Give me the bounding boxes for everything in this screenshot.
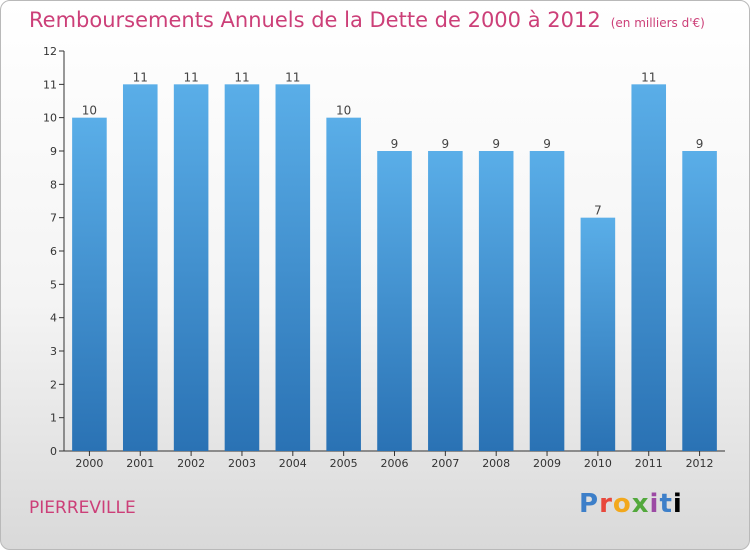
bar bbox=[326, 117, 361, 452]
x-tick-label: 2004 bbox=[279, 457, 307, 470]
commune-name: PIERREVILLE bbox=[29, 498, 136, 518]
bar bbox=[529, 151, 565, 451]
y-tick-label: 9 bbox=[50, 145, 57, 158]
bar bbox=[682, 151, 717, 451]
title-text: Remboursements Annuels de la Dette de 20… bbox=[29, 8, 601, 32]
logo-letter: P bbox=[579, 489, 600, 519]
y-tick-label: 12 bbox=[43, 45, 57, 58]
title-unit: (en milliers d'€) bbox=[610, 16, 705, 30]
x-tick-label: 2007 bbox=[431, 457, 459, 470]
bar bbox=[428, 151, 463, 451]
logo-letter: i bbox=[649, 489, 660, 519]
bar bbox=[377, 151, 412, 451]
y-tick-label: 0 bbox=[50, 445, 57, 458]
y-tick-label: 5 bbox=[50, 278, 57, 291]
x-tick-label: 2002 bbox=[177, 457, 205, 470]
bar-value-label: 10 bbox=[336, 104, 351, 118]
x-tick-label: 2005 bbox=[330, 457, 358, 470]
bar-value-label: 11 bbox=[133, 70, 148, 84]
bar bbox=[275, 84, 311, 451]
x-tick-label: 2012 bbox=[686, 457, 714, 470]
bar bbox=[631, 84, 667, 451]
bar-value-label: 9 bbox=[442, 137, 450, 151]
y-tick-label: 10 bbox=[43, 112, 57, 125]
bar-value-label: 10 bbox=[82, 104, 97, 118]
y-tick-label: 4 bbox=[50, 312, 57, 325]
y-tick-label: 1 bbox=[50, 412, 57, 425]
y-tick-label: 8 bbox=[50, 178, 57, 191]
x-tick-label: 2001 bbox=[126, 457, 154, 470]
y-tick-label: 6 bbox=[50, 245, 57, 258]
x-tick-label: 2010 bbox=[584, 457, 612, 470]
bar bbox=[224, 84, 260, 451]
bar-value-label: 9 bbox=[492, 137, 500, 151]
bar-value-label: 9 bbox=[543, 137, 551, 151]
x-tick-label: 2009 bbox=[533, 457, 561, 470]
logo-letter: x bbox=[631, 489, 650, 519]
proxiti-logo: Proxiti bbox=[579, 489, 683, 519]
bar-value-label: 9 bbox=[391, 137, 399, 151]
y-tick-label: 2 bbox=[50, 378, 57, 391]
bar-value-label: 11 bbox=[183, 70, 198, 84]
x-tick-label: 2006 bbox=[381, 457, 409, 470]
logo-letter: i bbox=[672, 489, 683, 519]
x-tick-label: 2008 bbox=[482, 457, 510, 470]
bar bbox=[580, 217, 616, 451]
x-tick-label: 2000 bbox=[75, 457, 103, 470]
bar-value-label: 11 bbox=[285, 70, 300, 84]
x-tick-label: 2003 bbox=[228, 457, 256, 470]
chart-title: Remboursements Annuels de la Dette de 20… bbox=[29, 8, 705, 32]
logo-letter: t bbox=[659, 489, 673, 519]
bar bbox=[478, 151, 514, 451]
x-tick-label: 2011 bbox=[635, 457, 663, 470]
bar-value-label: 11 bbox=[234, 70, 249, 84]
logo-letter: r bbox=[599, 489, 613, 519]
logo-letter: o bbox=[612, 489, 632, 519]
bar bbox=[72, 117, 107, 452]
bar-value-label: 11 bbox=[641, 70, 656, 84]
bar-value-label: 9 bbox=[696, 137, 704, 151]
y-tick-label: 7 bbox=[50, 212, 57, 225]
bar bbox=[173, 84, 209, 451]
y-tick-label: 11 bbox=[43, 78, 57, 91]
y-tick-label: 3 bbox=[50, 345, 57, 358]
bar bbox=[122, 84, 158, 451]
bar-value-label: 7 bbox=[594, 204, 602, 218]
